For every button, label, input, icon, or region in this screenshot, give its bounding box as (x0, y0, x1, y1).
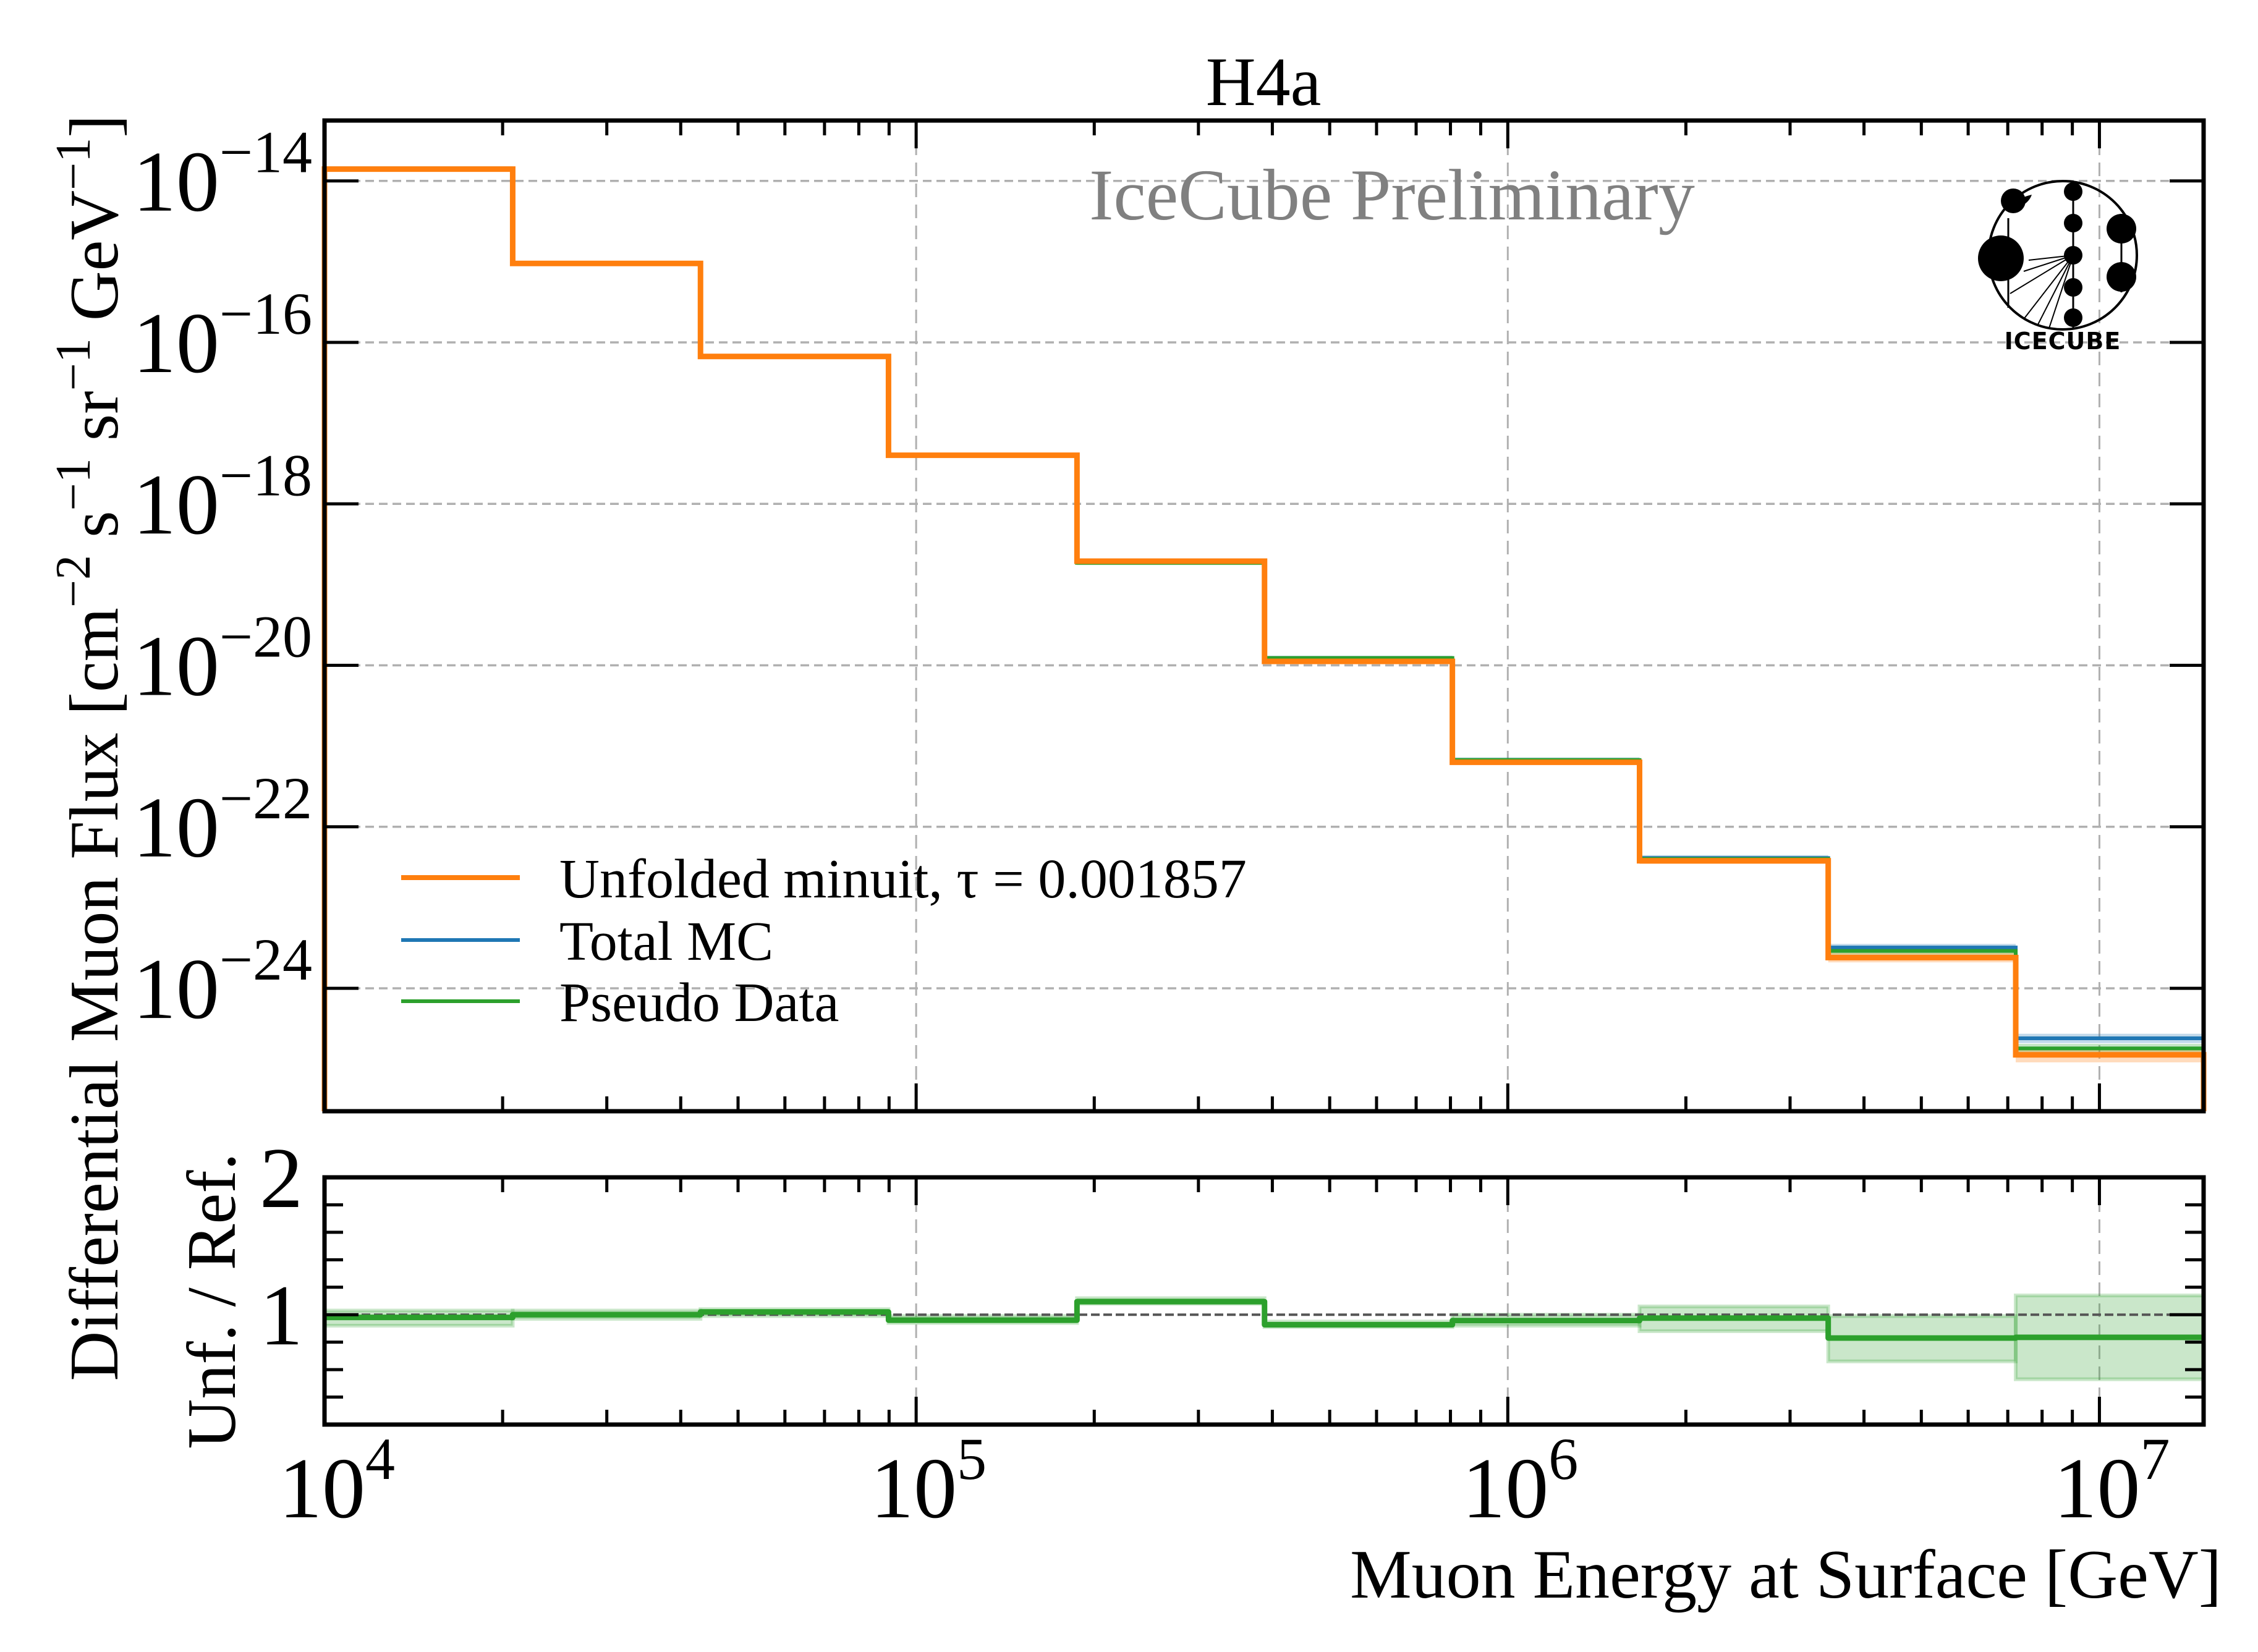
main-axes-frame (322, 118, 2206, 1114)
main-y-tick-label: 10−24 (133, 926, 312, 1037)
legend: Unfolded minuit, τ = 0.001857 Total MC P… (401, 849, 1247, 1033)
ratio-panel: 12 104 105 106 107 (260, 1130, 2206, 1536)
x-axis-title: Muon Energy at Surface [GeV] (1350, 1536, 2222, 1613)
y-axis-title-exp4: −1 (46, 138, 101, 190)
ratio-axis-ticks (323, 1175, 2204, 1425)
main-y-tick-label: 10−20 (133, 604, 312, 714)
icecube-logo: ICECUBE (1978, 180, 2138, 355)
y-axis-title-exp1: −2 (46, 555, 101, 608)
ratio-y-tick-label: 2 (260, 1130, 303, 1226)
x-tick-label: 104 (279, 1426, 395, 1536)
main-y-tick-label: 10−18 (133, 442, 312, 553)
preliminary-watermark: IceCube Preliminary (1089, 155, 1695, 235)
ratio-series-lines (325, 1298, 2204, 1341)
y-axis-title-exp3: −1 (46, 338, 101, 391)
y-axis-title-main: Differential Muon Flux [cm (56, 608, 133, 1381)
main-y-tick-label: 10−22 (133, 765, 312, 876)
main-y-tick-label: 10−14 (133, 119, 312, 230)
ratio-axes-frame (322, 1175, 2206, 1427)
main-gridlines (323, 121, 2204, 1111)
main-panel: IceCube Preliminary (133, 118, 2207, 1114)
series-line-unfolded-minuit-0-001857 (321, 166, 2207, 1111)
legend-label-unfolded: Unfolded minuit, τ = 0.001857 (559, 849, 1247, 910)
ratio-y-tick-labels: 12 (260, 1130, 303, 1363)
y-axis-title-close: ] (56, 114, 133, 137)
x-tick-label: 107 (2053, 1426, 2170, 1536)
ratio-series-line (325, 1298, 2204, 1341)
y-axis-title: Differential Muon Flux [cm−2 s−1 sr−1 Ge… (46, 114, 133, 1381)
ratio-y-axis-title: Unf. / Ref. (174, 1153, 250, 1449)
icecube-logo-text: ICECUBE (2005, 328, 2121, 355)
chart-title: H4a (1206, 44, 1322, 121)
legend-label-total-mc: Total MC (559, 911, 773, 972)
legend-label-pseudo-data: Pseudo Data (559, 972, 839, 1033)
x-tick-labels: 104 105 106 107 (279, 1426, 2170, 1536)
y-axis-title-exp2: −1 (46, 458, 101, 510)
x-tick-label: 105 (870, 1426, 987, 1536)
x-tick-label: 106 (1462, 1426, 1578, 1536)
icecube-logo-icon (1978, 180, 2138, 331)
y-axis-title-gev: GeV (56, 190, 133, 338)
main-y-tick-labels: 10−14 10−16 10−18 10−20 10−22 10−24 (133, 119, 312, 1037)
y-axis-title-s: s (56, 510, 133, 555)
y-axis-title-sr: sr (56, 391, 133, 458)
main-y-tick-label: 10−16 (133, 281, 312, 391)
main-series-lines (321, 166, 2207, 1111)
ratio-y-tick-label: 1 (260, 1268, 303, 1363)
